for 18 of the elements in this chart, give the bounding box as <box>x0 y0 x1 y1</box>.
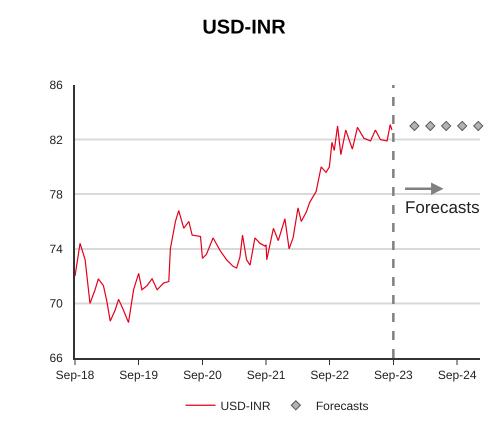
y-tick-label: 70 <box>49 296 64 311</box>
x-tick-label: Sep-24 <box>438 368 477 382</box>
y-tick-label: 86 <box>49 78 64 92</box>
legend-label: Forecasts <box>316 398 369 413</box>
legend-label: USD-INR <box>220 398 271 413</box>
x-tick-label: Sep-19 <box>119 368 158 382</box>
y-tick-label: 66 <box>49 351 64 366</box>
x-tick-label: Sep-21 <box>246 368 286 382</box>
y-tick-label: 74 <box>49 242 64 256</box>
chart-title: USD-INR <box>202 16 286 38</box>
x-tick-label: Sep-18 <box>56 368 95 382</box>
x-tick-label: Sep-22 <box>310 368 350 382</box>
annotation: Forecasts <box>405 198 480 217</box>
x-tick-label: Sep-20 <box>183 368 222 382</box>
y-tick-label: 78 <box>49 187 64 202</box>
x-tick-label: Sep-23 <box>374 368 414 382</box>
y-tick-label: 82 <box>49 132 64 147</box>
line-series <box>75 124 393 324</box>
